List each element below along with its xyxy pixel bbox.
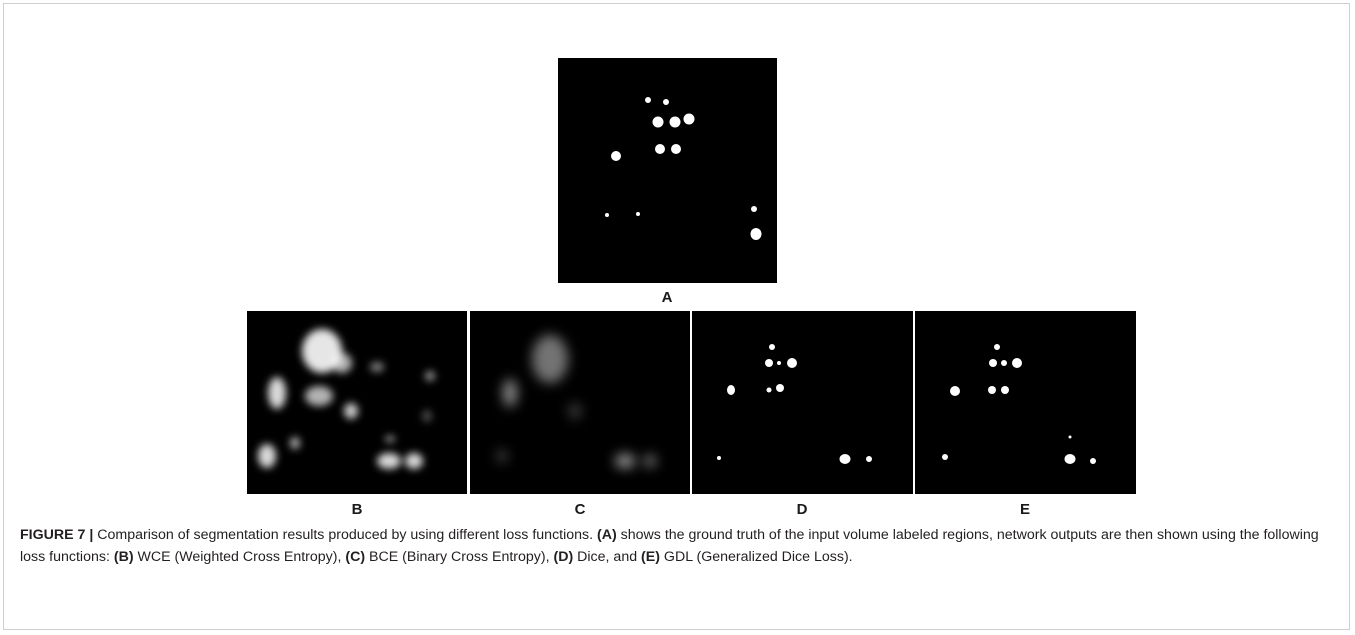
panel-b-image [247,311,467,494]
panel-d-image [692,311,913,494]
caption-bold-text: (B) [114,549,134,565]
caption-text: BCE (Binary Cross Entropy), [365,549,553,565]
caption-bold-text: (D) [554,549,574,565]
panel-c-image [470,311,690,494]
panel-e-image [915,311,1136,494]
panel-label: A [662,289,673,306]
panel-label: E [1020,501,1030,518]
caption-bold-text: (E) [641,549,660,565]
caption-bold-text: (C) [345,549,365,565]
page: {"figure": {"panels": [{"label": "A"}, {… [0,0,1355,635]
panel-label: D [797,501,808,518]
panel-label: B [352,501,363,518]
caption-text: GDL (Generalized Dice Loss). [660,549,853,565]
panel-a-image [558,58,777,283]
caption-bold-text: FIGURE 7 | [20,527,93,543]
figure-caption: FIGURE 7 | Comparison of segmentation re… [20,524,1320,568]
figure-panels: A B C D E [0,0,1355,520]
caption-text: WCE (Weighted Cross Entropy), [134,549,346,565]
panel-label: C [575,501,586,518]
caption-text: Comparison of segmentation results produ… [93,527,597,543]
caption-bold-text: (A) [597,527,617,543]
caption-text: Dice, and [573,549,641,565]
